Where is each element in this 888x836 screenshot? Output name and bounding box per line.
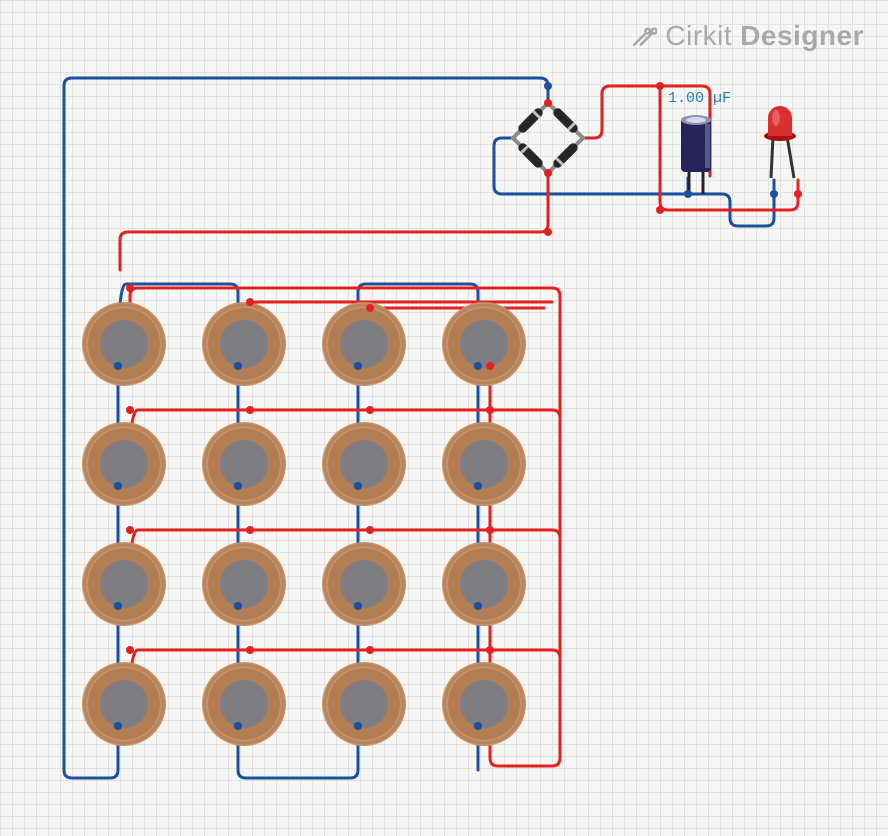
piezo-disc [442,542,526,626]
piezo-disc [322,422,406,506]
piezo-disc [202,422,286,506]
capacitor-value-label: 1.00 µF [668,90,731,107]
piezo-disc [82,662,166,746]
piezo-disc [202,662,286,746]
piezo-disc [82,302,166,386]
piezo-disc [82,542,166,626]
led-red [764,106,796,178]
piezo-disc [442,302,526,386]
piezo-disc [322,662,406,746]
piezo-disc [202,542,286,626]
piezo-disc [82,422,166,506]
piezo-disc [322,302,406,386]
electrolytic-capacitor: 1.00 µF [668,90,731,194]
bridge-rectifier [513,99,583,177]
design-canvas[interactable]: Cirkit Designer 1.00 µF [0,0,888,836]
piezo-disc [322,542,406,626]
piezo-disc [442,662,526,746]
piezo-disc [442,422,526,506]
piezo-disc [202,302,286,386]
schematic-svg: 1.00 µF [0,0,888,836]
